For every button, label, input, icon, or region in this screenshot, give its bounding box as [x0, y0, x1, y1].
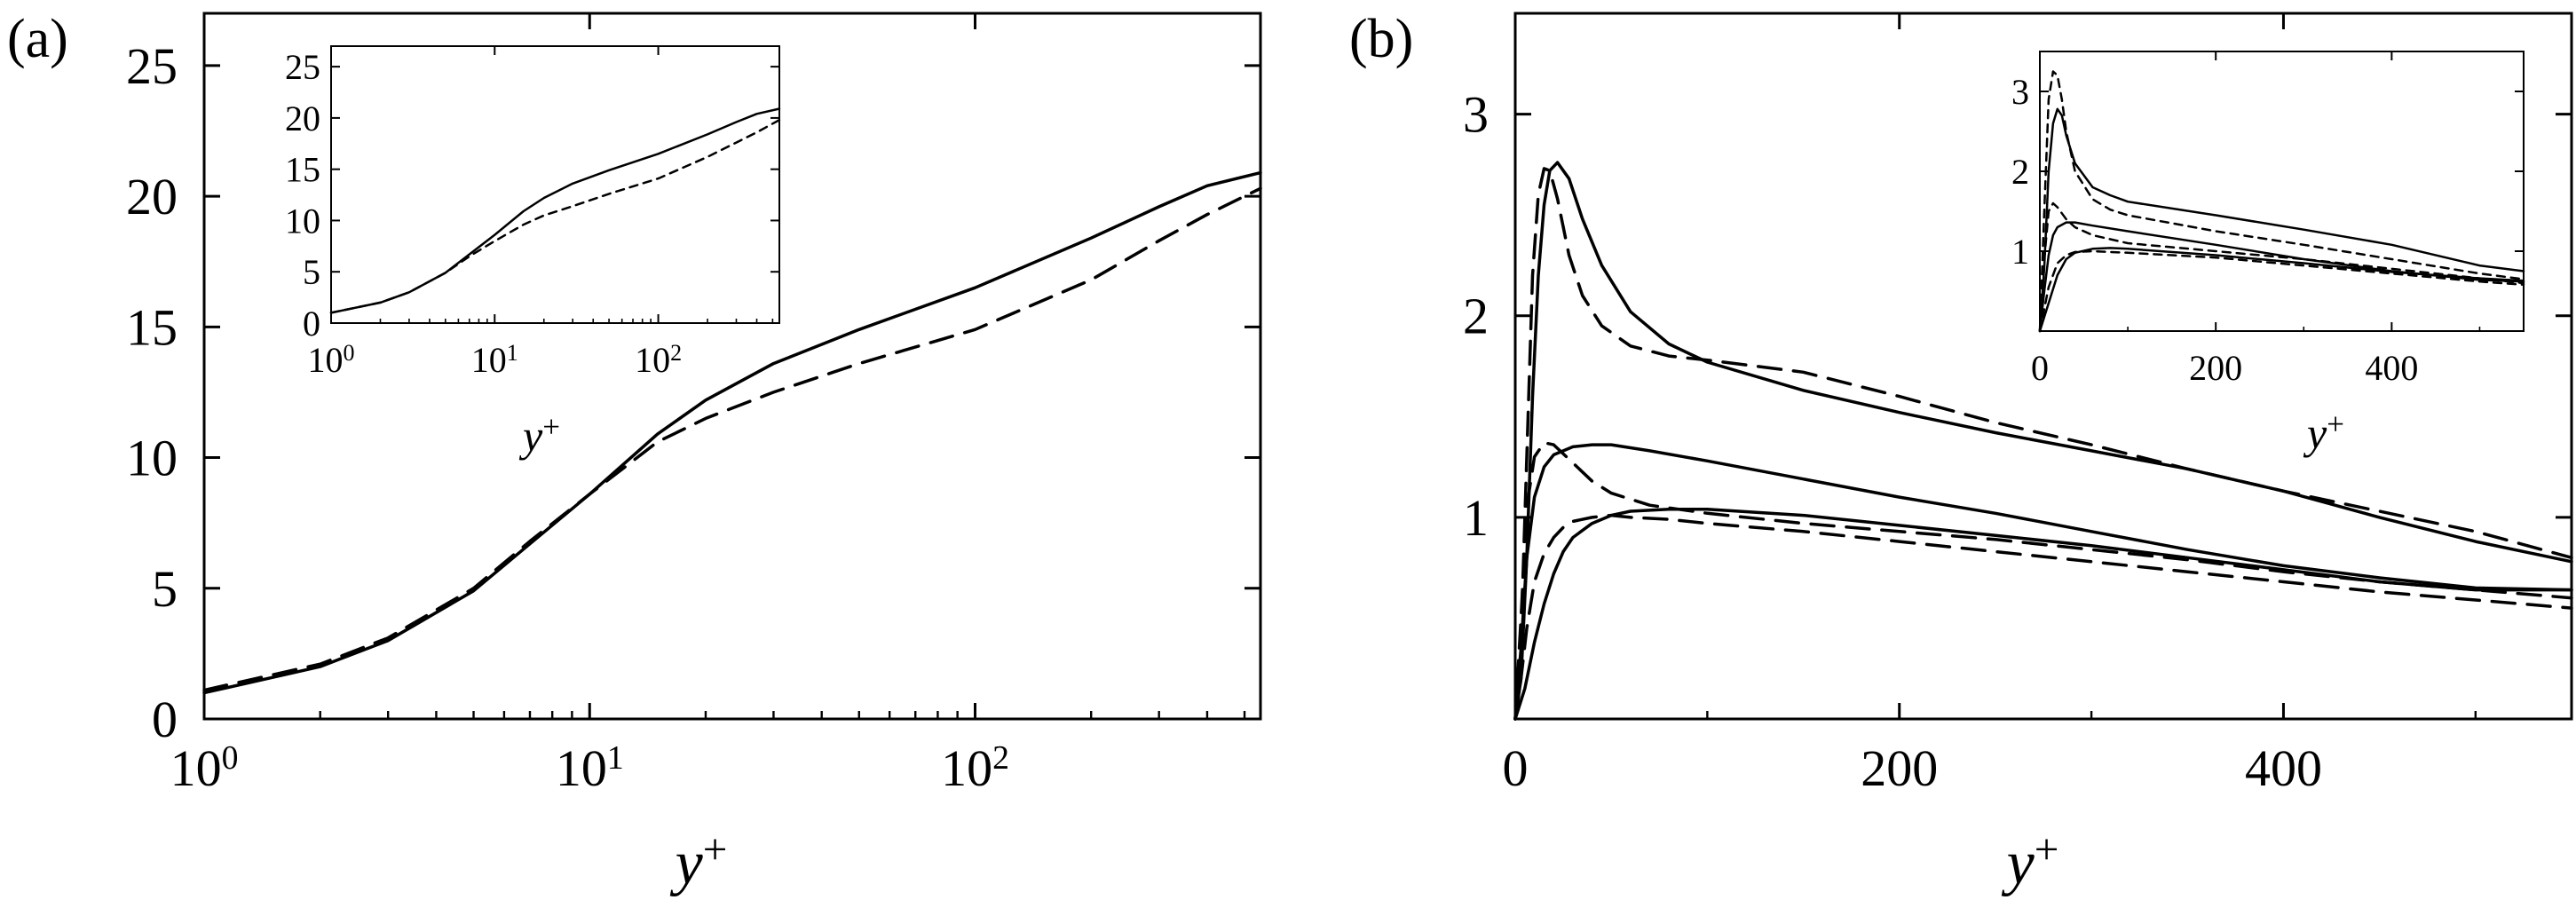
panel-a-x-axis-label-text: y [670, 829, 704, 897]
panel-a-x-tick-label: 102 [941, 739, 1009, 797]
panel-a-y-tick-label: 20 [126, 168, 178, 225]
panel-b-inset-x-tick-label: 0 [2031, 348, 2049, 388]
panel-a-y-tick-label: 25 [126, 37, 178, 95]
panel-b-x-tick-label: 200 [1861, 739, 1938, 797]
panel-a-inset-plot: 100 101 102 0 5 10 15 20 25 [285, 46, 781, 380]
superscript-plus: + [2035, 825, 2059, 873]
panel-a-x-axis-label: y+ [670, 825, 728, 897]
panel-a-inset-series-dotted-line [329, 118, 781, 314]
panel-b-inset-series-dotted-line [2038, 70, 2525, 333]
panel-b-y-tick-label: 3 [1463, 86, 1489, 144]
panel-b-inset-x-tick-label: 400 [2365, 348, 2418, 388]
panel-a-series-dashed-line [202, 186, 1262, 692]
panel-a-inset-x-tick-label: 102 [635, 340, 682, 380]
panel-b-y-tick-label: 2 [1463, 288, 1489, 345]
panel-b-x-tick-label: 0 [1503, 739, 1529, 797]
panel-a-y-tick-label: 5 [152, 560, 178, 618]
panel-b-inset-series-dotted-line [2038, 201, 2525, 333]
panel-b-x-axis-label: y+ [2002, 825, 2059, 897]
panel-b-plot-frame [1513, 12, 2573, 721]
panel-a-inset-x-axis-label: y+ [518, 409, 560, 461]
panel-a-inset-y-tick-label: 15 [285, 150, 320, 190]
panel-a-inset-frame [330, 45, 780, 324]
panel-a-inset-y-tick-label: 25 [285, 47, 320, 87]
panel-a-inset-y-tick-label: 20 [285, 99, 320, 138]
panel-a-inset-x-axis-label-text: y [518, 411, 543, 461]
panel-a-inset-y-tick-label: 10 [285, 201, 320, 241]
panel-a-x-tick-label: 101 [556, 739, 624, 797]
panel-b-inset-series-solid-line [2038, 247, 2525, 333]
superscript-plus: + [703, 825, 728, 873]
panel-b-inset-frame [2039, 51, 2525, 332]
panel-b-label: (b) [1349, 9, 1413, 69]
panel-a-inset-y-tick-label: 5 [303, 252, 320, 292]
panel-a: (a) 100 101 102 0 5 10 15 20 25 100 101 102 0 5 10 15 2… [7, 9, 1262, 897]
panel-b-x-tick-label: 400 [2245, 739, 2322, 797]
panel-a-inset-y-tick-label: 0 [303, 304, 320, 343]
panel-a-inset-background [331, 46, 779, 323]
superscript-plus: + [2327, 407, 2344, 441]
panel-a-inset-series-solid-line [329, 107, 781, 314]
panel-b-inset-y-tick-label: 2 [2011, 152, 2029, 192]
panel-b-inset-series-solid-line [2038, 107, 2525, 333]
panel-a-plot-frame [202, 12, 1262, 721]
panel-b-inset-x-tick-label: 200 [2189, 348, 2242, 388]
panel-a-label: (a) [7, 9, 68, 69]
panel-b-series-dashed-line [1513, 513, 2573, 721]
panel-b-inset-y-tick-label: 1 [2011, 232, 2029, 272]
panel-a-y-tick-label: 15 [126, 298, 178, 356]
panel-b-series-solid-line [1513, 508, 2573, 721]
panel-b-y-tick-label: 1 [1463, 489, 1489, 547]
panel-b-main-plot: 0 200 400 1 2 3 [1463, 13, 2573, 797]
panel-b-inset-series-dotted-line [2038, 249, 2525, 333]
panel-b-x-axis-label-text: y [2002, 829, 2035, 897]
panel-a-inset-x-tick-label: 101 [471, 340, 518, 380]
panel-b-inset-x-axis-label: y+ [2303, 407, 2344, 458]
panel-b-inset-y-tick-label: 3 [2011, 72, 2029, 112]
panel-a-y-tick-label: 0 [152, 691, 178, 748]
panel-b-inset-x-axis-label-text: y [2303, 408, 2327, 458]
panel-a-series-solid-line [202, 170, 1262, 695]
panel-b-inset-plot: 0 200 400 1 2 3 [2011, 51, 2525, 388]
panel-a-y-tick-label: 10 [126, 430, 178, 487]
panel-b-series-dashed-line [1513, 167, 2573, 721]
panel-b-series-solid-line [1513, 443, 2573, 721]
panel-a-inset-x-tick-label: 100 [308, 340, 355, 380]
panel-b-inset-background [2040, 51, 2524, 331]
superscript-plus: + [542, 409, 560, 444]
panel-a-x-tick-label: 100 [170, 739, 239, 797]
panel-b-inset-series-solid-line [2038, 221, 2525, 333]
